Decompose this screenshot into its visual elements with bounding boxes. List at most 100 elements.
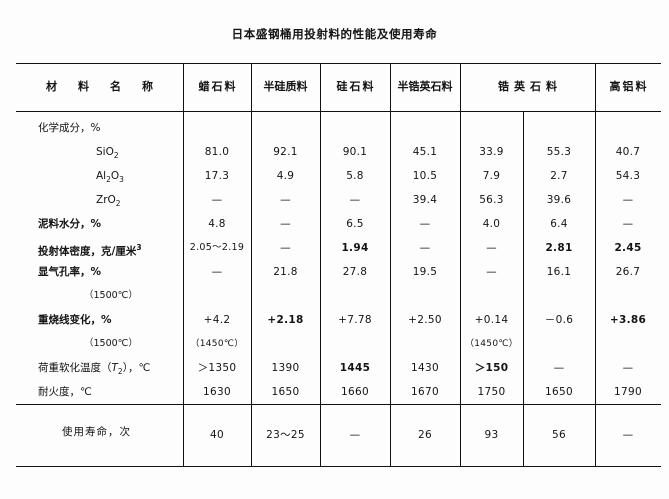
- cell: 81.0: [204, 146, 230, 158]
- cell: —: [211, 194, 223, 206]
- row-label: 投射体密度，克/厘米3: [38, 243, 142, 258]
- column-divider-3: [320, 63, 321, 466]
- row-label: 荷重软化温度（T2），℃: [38, 362, 151, 377]
- table-row: （1500℃）: [16, 285, 661, 307]
- cell: —: [419, 218, 431, 230]
- table-row: 显气孔率，% — 21.8 27.8 19.5 — 16.1 26.7: [16, 261, 661, 283]
- cell: 55.3: [546, 146, 572, 158]
- column-divider-7: [595, 63, 596, 466]
- cell: —: [349, 429, 361, 441]
- table-top-border: [16, 63, 661, 64]
- table-bottom-border: [16, 466, 661, 467]
- row-label: （1500℃）: [84, 290, 138, 301]
- table-row: 重烧线变化，% +4.2 +2.18 +7.78 +2.50 +0.14 －0.…: [16, 309, 661, 331]
- cell: 54.3: [615, 170, 641, 182]
- table-row: 泥料水分，% 4.8 — 6.5 — 4.0 6.4 —: [16, 213, 661, 235]
- row-label: Al2O3: [96, 170, 124, 185]
- header-col-1: 半硅质料: [263, 80, 308, 93]
- row-label: 耐火度，℃: [38, 386, 92, 398]
- cell: 1650: [545, 386, 573, 398]
- cell: 1430: [411, 362, 439, 374]
- cell: 7.9: [482, 170, 501, 182]
- table-row: Al2O3 17.3 4.9 5.8 10.5 7.9 2.7 54.3: [16, 165, 661, 187]
- performance-table: 材 料 名 称 蜡石料 半硅质料 硅石料 半锆英石料 锆英石料 高铝料 化学成分…: [16, 63, 661, 467]
- cell: 2.05～2.19: [189, 242, 245, 253]
- cell: 10.5: [412, 170, 438, 182]
- cell: 6.4: [550, 218, 568, 230]
- row-label: 化学成分，%: [38, 122, 101, 134]
- cell: +3.86: [609, 314, 647, 326]
- table-row: ZrO2 — — — 39.4 56.3 39.6 —: [16, 189, 661, 211]
- cell: —: [622, 218, 634, 230]
- cell: —: [280, 242, 291, 254]
- usage-life-row: 使用寿命，次 40 23～25 — 26 93 56 —: [16, 404, 661, 466]
- cell: 40: [210, 429, 224, 441]
- cell: —: [349, 194, 361, 206]
- cell: 23～25: [266, 429, 305, 441]
- row-label: （1500℃）: [84, 338, 138, 349]
- cell: 1790: [614, 386, 642, 398]
- cell: 1445: [339, 362, 371, 374]
- cell: —: [622, 429, 634, 441]
- cell: 39.4: [412, 194, 438, 206]
- cell: —: [622, 362, 634, 374]
- row-label: SiO2: [96, 146, 119, 161]
- cell: 2.45: [614, 242, 642, 254]
- cell: 16.1: [546, 266, 572, 278]
- cell: 90.1: [342, 146, 368, 158]
- cell: 40.7: [615, 146, 641, 158]
- cell: ＞1350: [197, 362, 237, 374]
- table-row: SiO2 81.0 92.1 90.1 45.1 33.9 55.3 40.7: [16, 141, 661, 163]
- header-col-5: 高铝料: [609, 80, 649, 93]
- cell: 6.5: [346, 218, 364, 230]
- cell: 1.94: [341, 242, 369, 254]
- header-col-4: 锆英石料: [498, 80, 562, 93]
- cell: 1670: [411, 386, 439, 398]
- cell: 26.7: [615, 266, 641, 278]
- cell: —: [280, 218, 291, 230]
- cell: 2.7: [550, 170, 568, 182]
- row-label: 使用寿命，次: [62, 426, 131, 438]
- table-header-border: [16, 111, 661, 112]
- column-divider-4: [390, 63, 391, 466]
- cell: +2.18: [267, 314, 304, 326]
- cell: 19.5: [412, 266, 438, 278]
- cell: 33.9: [479, 146, 504, 158]
- cell: —: [280, 194, 291, 206]
- header-material-name: 材 料 名 称: [46, 80, 158, 93]
- cell: —: [486, 242, 497, 254]
- column-divider-5: [460, 63, 461, 466]
- cell: 93: [484, 429, 499, 441]
- cell: —: [622, 194, 634, 206]
- table-row: 荷重软化温度（T2），℃ ＞1350 1390 1445 1430 ＞150 —…: [16, 357, 661, 379]
- cell: 39.6: [546, 194, 572, 206]
- row-label: 泥料水分，%: [38, 218, 102, 230]
- table-body: 化学成分，% SiO2 81.0 92.1 90.1 45.1 33.9 55.…: [16, 111, 661, 404]
- row-label: 重烧线变化，%: [38, 314, 112, 326]
- page-title: 日本盛钢桶用投射料的性能及使用寿命: [231, 27, 438, 41]
- column-divider-1: [183, 63, 184, 466]
- cell: 1660: [341, 386, 369, 398]
- cell: 56: [552, 429, 566, 441]
- header-col-3: 半锆英石料: [397, 80, 453, 93]
- cell: —: [553, 362, 565, 374]
- cell: 45.1: [412, 146, 438, 158]
- table-row: （1500℃） （1450℃） （1450℃）: [16, 333, 661, 355]
- cell: 92.1: [273, 146, 298, 158]
- cell: 2.81: [545, 242, 573, 254]
- cell: 4.8: [208, 218, 226, 230]
- cell: 27.8: [342, 266, 368, 278]
- cell: 21.8: [273, 266, 298, 278]
- cell: —: [211, 266, 223, 278]
- cell: ＞150: [474, 362, 509, 374]
- row-label: ZrO2: [96, 194, 121, 209]
- table-row: 40 23～25 — 26 93 56 —: [16, 424, 661, 446]
- table-row: 化学成分，%: [16, 117, 661, 139]
- cell: 1650: [271, 386, 300, 398]
- cell: 1750: [477, 386, 506, 398]
- row-label: 显气孔率，%: [38, 266, 102, 278]
- table-usage-border: [16, 404, 661, 405]
- cell: +7.78: [338, 314, 372, 326]
- cell: （1450℃）: [190, 339, 244, 349]
